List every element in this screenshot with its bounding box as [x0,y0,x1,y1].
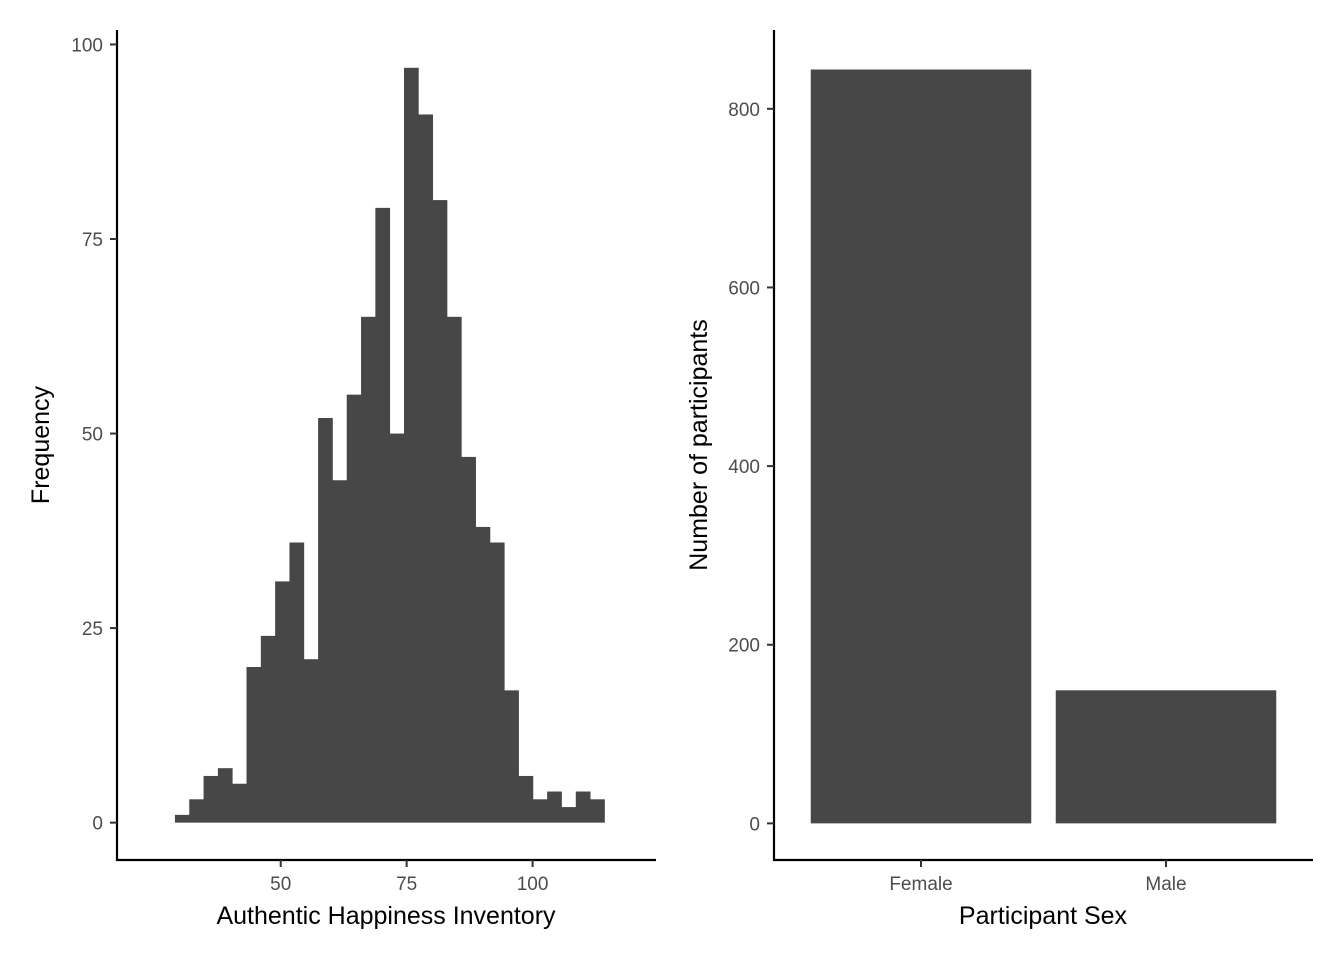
histogram-bar [318,417,333,823]
histogram-bar [217,768,233,823]
bar-y-axis-title: Number of participants [685,319,713,571]
histogram-bar [203,775,219,823]
histogram-bar [332,480,348,823]
histogram-bar [375,207,391,823]
histogram-x-axis-title: Authentic Happiness Inventory [216,902,556,930]
histogram-bar [303,659,319,823]
histogram-bar [389,433,405,823]
histogram-bars [174,67,605,823]
histogram-bar [289,542,305,823]
histogram-x-tick-label: 75 [396,874,417,895]
histogram-bar [260,635,276,823]
histogram-bar [547,791,562,823]
histogram-bar [275,581,290,823]
histogram-bar [189,799,204,823]
histogram-bar [346,394,362,823]
histogram-x-ticks: 50 75 100 [270,860,548,895]
histogram-y-tick-label: 25 [82,619,103,640]
bar-chart-panel: 0 200 400 600 800 Female Male Participant Sex… [685,30,1313,930]
histogram-bar [590,799,605,823]
histogram-bar [432,200,448,823]
bar-male [1055,690,1277,824]
bar-x-tick-label: Female [889,874,952,895]
bar-y-tick-label: 200 [728,636,760,657]
histogram-bar [403,67,419,823]
bar-y-tick-label: 400 [728,457,760,478]
bar-y-tick-label: 0 [749,814,760,835]
bar-y-tick-label: 600 [728,278,760,299]
bar-female [810,69,1032,824]
histogram-panel: 0 25 50 75 100 50 75 100 Authentic Happiness I… [27,30,656,930]
histogram-y-tick-label: 75 [82,230,103,251]
bar-x-tick-label: Male [1145,874,1186,895]
histogram-bar [489,542,505,823]
sex-bars [810,69,1277,824]
bar-x-axis-title: Participant Sex [959,902,1128,930]
histogram-bar [532,799,548,823]
histogram-y-tick-label: 100 [71,35,103,56]
histogram-bar [475,526,491,823]
bar-y-tick-label: 800 [728,100,760,121]
histogram-y-tick-label: 0 [92,814,103,835]
histogram-bar [232,783,247,823]
histogram-bar [418,114,434,823]
histogram-bar [461,456,476,823]
histogram-y-tick-label: 50 [82,425,103,446]
histogram-bar [518,775,534,823]
histogram-x-tick-label: 100 [517,874,549,895]
histogram-y-axis-title: Frequency [27,385,55,504]
histogram-bar [361,316,376,823]
bar-x-ticks: Female Male [889,860,1187,895]
histogram-bar [174,814,190,823]
histogram-bar [504,690,519,823]
histogram-bar [575,791,591,823]
histogram-bar [246,667,262,823]
histogram-y-ticks: 0 25 50 75 100 [71,35,117,835]
bar-y-ticks: 0 200 400 600 800 [728,100,774,835]
histogram-bar [446,316,462,823]
histogram-x-tick-label: 50 [270,874,291,895]
histogram-bar [561,807,577,823]
